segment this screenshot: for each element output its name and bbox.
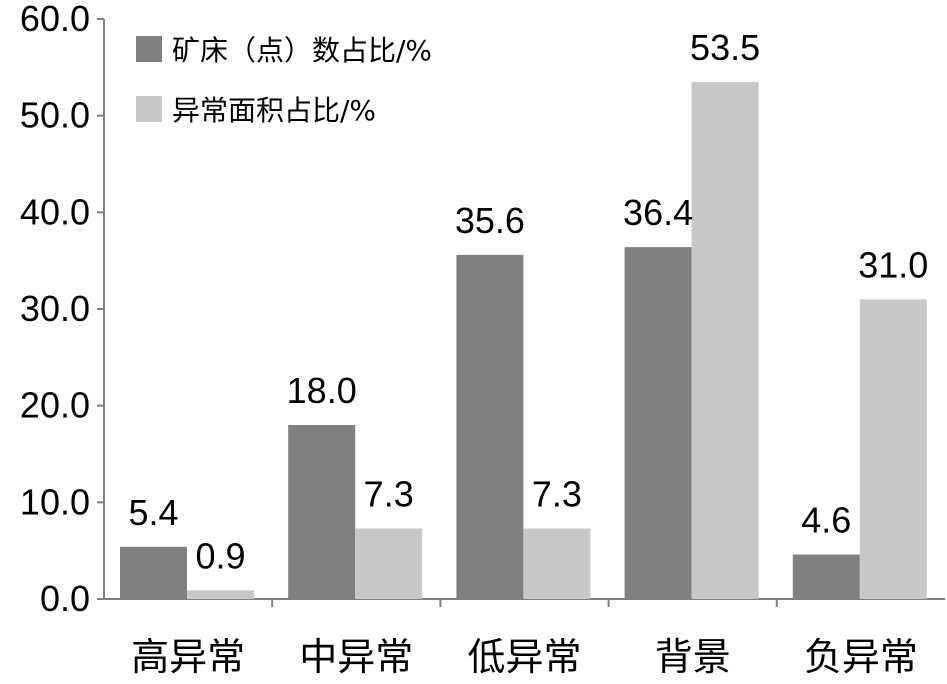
axes: 0.0 10.0 20.0 30.0 40.0 50.0 60.0 高异常 中异常 低异常 背景 负异… — [20, 0, 945, 679]
data-label: 7.3 — [364, 473, 414, 514]
y-tick-label: 10.0 — [20, 481, 90, 522]
bar-anomaly-area-ratio — [355, 528, 423, 599]
y-tick-label: 60.0 — [20, 0, 90, 39]
bar-deposit-ratio — [624, 247, 692, 599]
legend-swatch — [136, 96, 162, 122]
y-tick-label: 30.0 — [20, 288, 90, 329]
y-tick-label: 0.0 — [40, 578, 90, 619]
legend: 矿床（点）数占比/% 异常面积占比/% — [136, 34, 432, 127]
data-label: 5.4 — [128, 492, 178, 533]
data-labels: 5.4 0.9 18.0 7.3 35.6 7.3 36.4 53.5 4.6 31.0 — [128, 27, 928, 576]
x-category-label: 中异常 — [299, 635, 413, 679]
data-label: 36.4 — [623, 192, 693, 233]
bars — [120, 81, 927, 600]
bar-deposit-ratio — [120, 546, 187, 599]
x-category-label: 负异常 — [804, 635, 918, 679]
x-category-label: 背景 — [655, 635, 731, 679]
data-label: 31.0 — [858, 244, 928, 285]
y-tick-label: 50.0 — [20, 95, 90, 136]
legend-swatch — [136, 36, 162, 62]
y-tick-label: 40.0 — [20, 191, 90, 232]
bar-deposit-ratio — [792, 554, 860, 599]
y-tick-label: 20.0 — [20, 385, 90, 426]
bar-anomaly-area-ratio — [859, 299, 927, 599]
data-label: 18.0 — [287, 370, 357, 411]
data-label: 53.5 — [690, 27, 760, 68]
legend-label: 矿床（点）数占比/% — [172, 34, 432, 67]
bar-anomaly-area-ratio — [691, 81, 759, 600]
x-category-label: 高异常 — [131, 635, 245, 679]
data-label: 0.9 — [195, 535, 245, 576]
data-label: 35.6 — [455, 200, 525, 241]
legend-label: 异常面积占比/% — [172, 94, 376, 127]
x-category-label: 低异常 — [467, 635, 581, 679]
bar-deposit-ratio — [288, 425, 356, 599]
data-label: 4.6 — [801, 500, 851, 541]
data-label: 7.3 — [532, 473, 582, 514]
bar-deposit-ratio — [456, 254, 524, 599]
bar-anomaly-area-ratio — [523, 528, 591, 599]
bar-anomaly-area-ratio — [187, 590, 254, 599]
